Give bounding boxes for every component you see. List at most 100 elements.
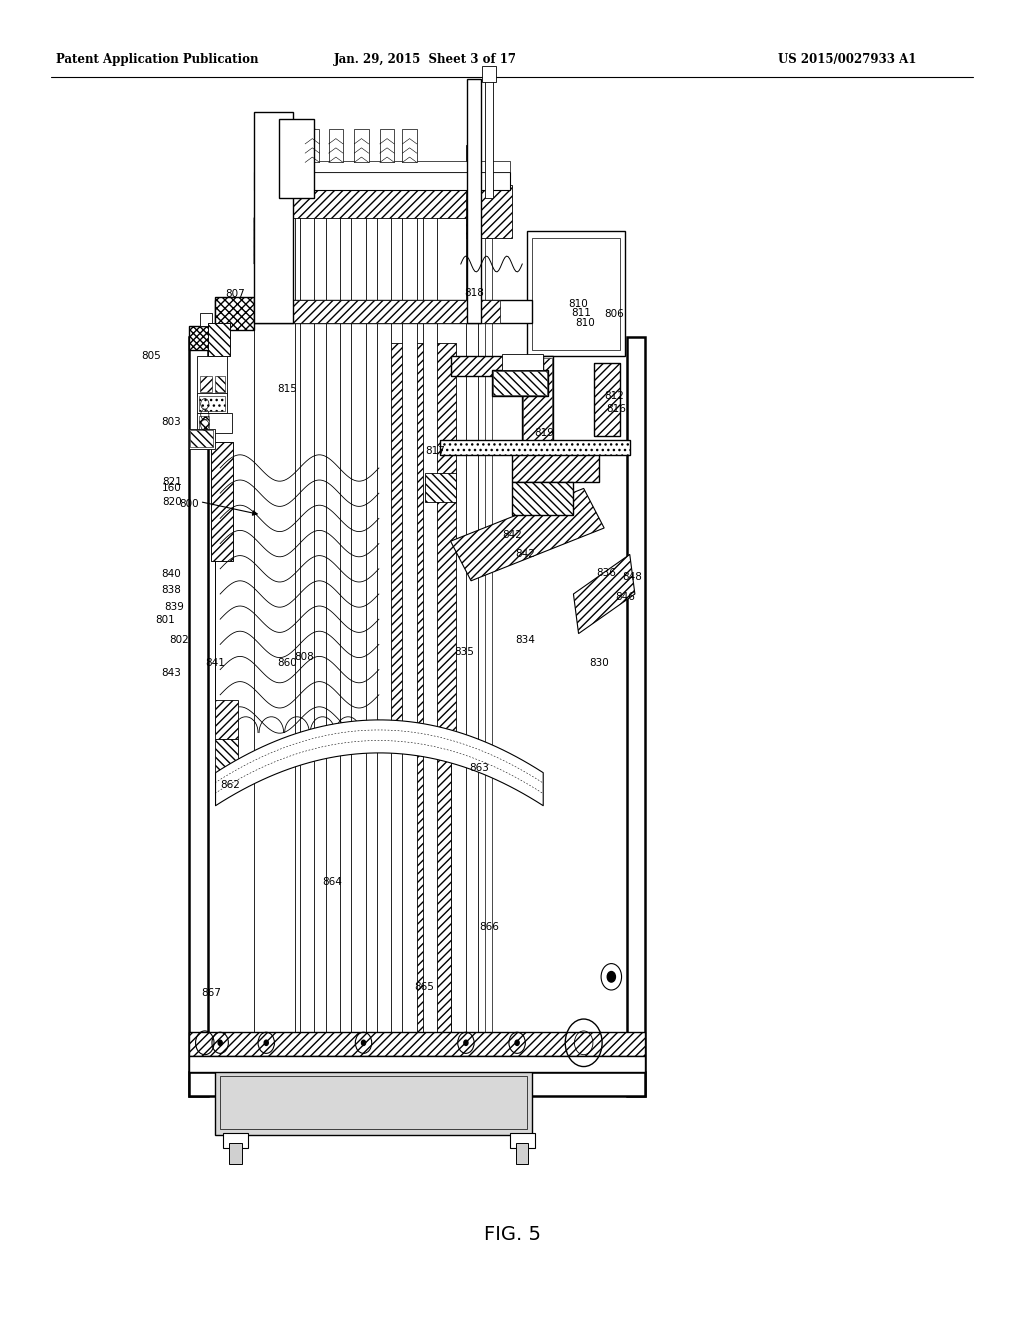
Bar [279, 119, 314, 198]
Bar [215, 1069, 532, 1135]
Bar [485, 238, 492, 1096]
Text: 817: 817 [425, 446, 444, 457]
Text: 839: 839 [164, 602, 183, 612]
Text: 863: 863 [469, 763, 488, 774]
Bar [215, 376, 225, 392]
Bar [211, 442, 233, 561]
Text: FIG. 5: FIG. 5 [483, 1225, 541, 1243]
Bar [189, 429, 215, 449]
Bar [627, 360, 645, 1072]
Bar [223, 1133, 248, 1148]
Bar [211, 442, 233, 561]
Bar [189, 1032, 645, 1056]
Bar [512, 442, 599, 482]
Text: 830: 830 [589, 657, 608, 668]
Bar [451, 356, 543, 376]
Text: 864: 864 [323, 876, 342, 887]
Bar [215, 297, 254, 330]
Bar [402, 129, 417, 162]
Text: 812: 812 [604, 391, 624, 401]
Text: US 2015/0027933 A1: US 2015/0027933 A1 [778, 53, 916, 66]
Bar [326, 172, 340, 1096]
Bar [254, 112, 293, 323]
Text: 801: 801 [156, 615, 175, 626]
Bar [189, 326, 215, 350]
Bar [510, 1133, 535, 1148]
Bar [215, 700, 238, 739]
Text: 818: 818 [464, 288, 483, 298]
Bar [220, 1076, 527, 1129]
Bar [199, 396, 225, 411]
Bar [215, 297, 254, 330]
Text: 835: 835 [455, 647, 474, 657]
Circle shape [464, 1040, 468, 1045]
Bar [254, 161, 510, 172]
Bar [200, 376, 212, 392]
Circle shape [264, 1040, 268, 1045]
Bar [425, 473, 456, 502]
Bar [197, 393, 227, 413]
Bar [410, 739, 451, 1096]
Bar [440, 440, 630, 455]
Bar [502, 354, 543, 370]
Bar [522, 356, 553, 449]
Bar [423, 172, 437, 1096]
Text: 836: 836 [596, 568, 615, 578]
Bar [492, 370, 548, 396]
Text: 842: 842 [502, 529, 521, 540]
Text: 843: 843 [161, 668, 180, 678]
Text: 865: 865 [415, 982, 434, 993]
Circle shape [361, 1040, 366, 1045]
Bar [380, 129, 394, 162]
Bar [215, 739, 238, 779]
Bar [467, 79, 481, 323]
Bar [440, 440, 630, 455]
Text: 810: 810 [568, 298, 588, 309]
Text: 819: 819 [535, 428, 554, 438]
Text: 841: 841 [205, 657, 224, 668]
Bar [189, 1032, 645, 1056]
Bar [329, 129, 343, 162]
Bar [402, 172, 417, 1096]
Text: 820: 820 [162, 496, 181, 507]
Bar [208, 323, 230, 356]
Bar [254, 300, 500, 323]
Bar [197, 356, 227, 396]
Bar [485, 79, 493, 198]
Text: 815: 815 [278, 384, 297, 395]
Text: 803: 803 [161, 417, 180, 428]
Text: 846: 846 [615, 591, 635, 602]
Text: 816: 816 [606, 404, 626, 414]
Bar [594, 363, 620, 436]
Text: 811: 811 [571, 308, 591, 318]
Bar [527, 231, 625, 356]
Bar [189, 326, 215, 350]
Bar [594, 363, 620, 436]
Bar [197, 413, 232, 433]
Polygon shape [573, 554, 635, 634]
Text: 160: 160 [162, 483, 181, 494]
Bar [512, 442, 599, 482]
Bar [208, 323, 230, 356]
Text: 821: 821 [162, 477, 181, 487]
Text: 866: 866 [479, 921, 499, 932]
Bar [466, 185, 512, 238]
Bar [532, 238, 620, 350]
Bar [516, 1143, 528, 1164]
Bar [189, 1072, 645, 1096]
Bar [254, 189, 495, 218]
Text: 848: 848 [623, 572, 642, 582]
Bar [389, 343, 456, 739]
Text: 802: 802 [169, 635, 188, 645]
Bar [189, 360, 208, 1072]
Bar [279, 128, 314, 174]
Text: 840: 840 [161, 569, 180, 579]
Polygon shape [451, 488, 604, 581]
Bar [410, 739, 451, 1096]
Text: 834: 834 [515, 635, 535, 645]
Text: 808: 808 [294, 652, 313, 663]
Bar [300, 172, 314, 1096]
Text: 862: 862 [220, 780, 240, 791]
Bar [279, 150, 314, 174]
Bar [229, 1143, 242, 1164]
